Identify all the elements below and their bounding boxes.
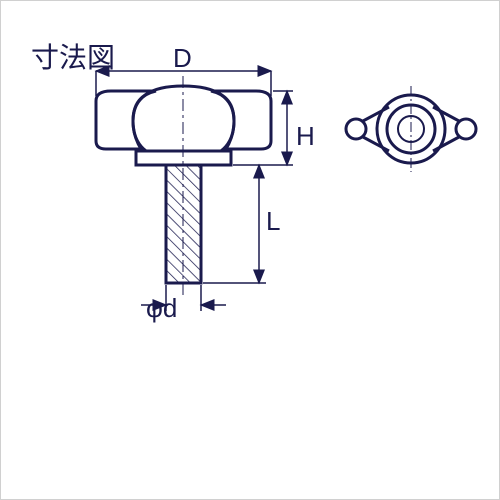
diagram-container: 寸法図 D H L φd [0,0,500,500]
front-view-drawing [61,41,341,331]
top-view-drawing [341,81,481,191]
